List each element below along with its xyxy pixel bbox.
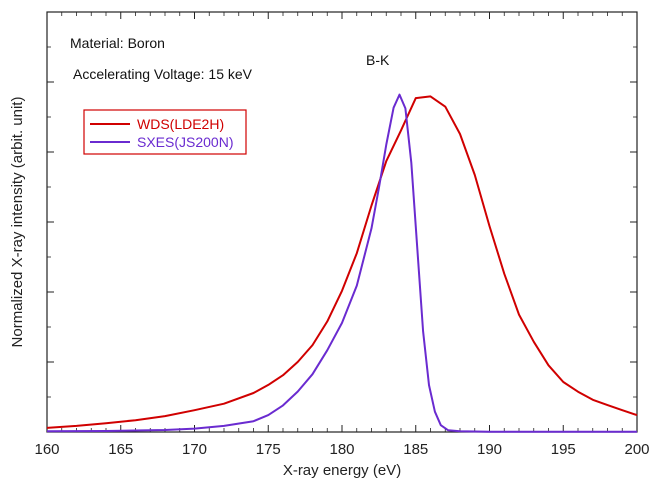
- y-axis-title: Normalized X-ray intensity (arbit. unit): [9, 97, 26, 348]
- series-layer: [46, 93, 638, 433]
- series-line-sxes: [46, 93, 637, 433]
- voltage-annotation: Accelerating Voltage: 15 keV: [73, 66, 253, 82]
- x-tick-label: 190: [477, 441, 502, 458]
- x-tick-label: 160: [34, 441, 59, 458]
- x-tick-label: 180: [329, 441, 354, 458]
- x-tick-label: 185: [403, 441, 428, 458]
- legend: WDS(LDE2H) SXES(JS200N): [83, 109, 247, 155]
- series-line-wds: [46, 95, 638, 429]
- x-tick-label: 200: [624, 441, 649, 458]
- x-axis-title: X-ray energy (eV): [283, 462, 401, 479]
- peak-label: B-K: [366, 52, 390, 68]
- material-annotation: Material: Boron: [70, 35, 165, 51]
- legend-box: [83, 109, 247, 155]
- x-tick-label: 195: [551, 441, 576, 458]
- legend-label-sxes: SXES(JS200N): [137, 134, 233, 150]
- x-tick-label: 170: [182, 441, 207, 458]
- x-tick-label: 165: [108, 441, 133, 458]
- legend-label-wds: WDS(LDE2H): [137, 116, 224, 132]
- y-axis-ticks: [47, 11, 637, 433]
- x-axis-ticks: 160 165 170 175 180 185 190 195 200: [34, 12, 650, 458]
- x-tick-label: 175: [256, 441, 281, 458]
